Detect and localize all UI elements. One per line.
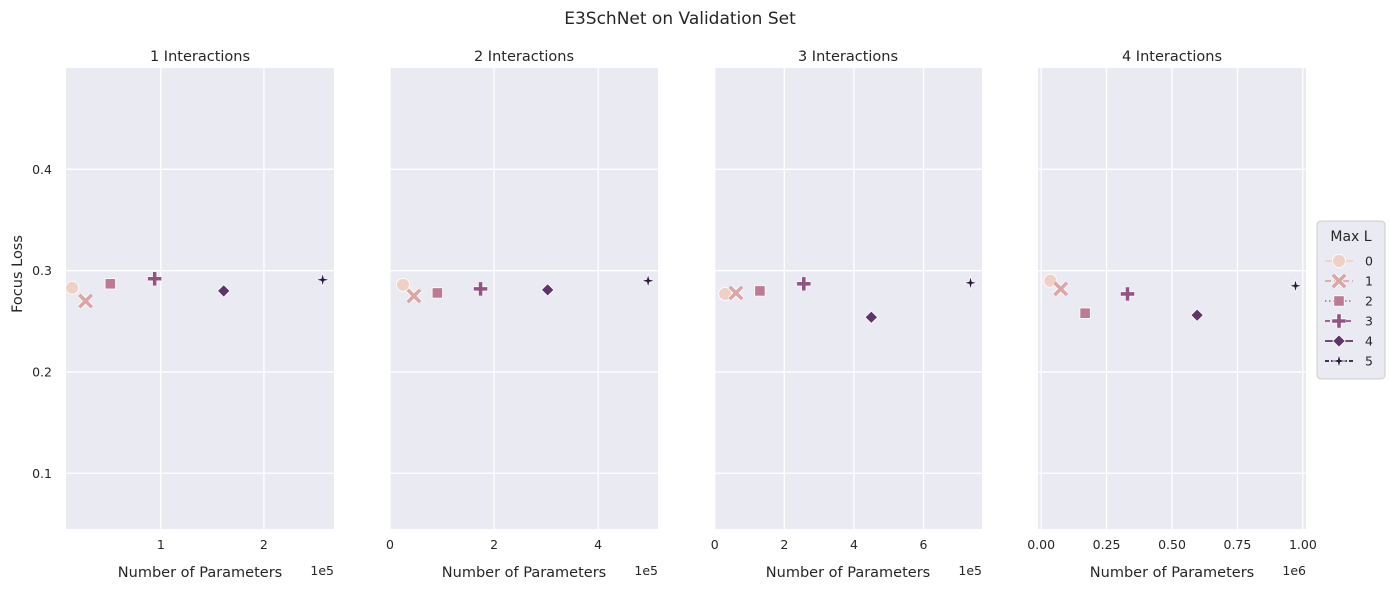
data-point-l2 <box>754 285 766 297</box>
plot-background <box>66 68 334 529</box>
data-point-l5 <box>962 275 979 291</box>
legend-label: 5 <box>1365 354 1373 369</box>
x-tick-label: 1.00 <box>1289 537 1317 552</box>
data-point-l2 <box>104 278 116 290</box>
panel-4: 0.00 0.25 0.50 0.75 1.00 4 Interactions Number… <box>1027 49 1317 581</box>
x-tick-label: 0 <box>711 537 719 552</box>
data-point-l4 <box>1190 308 1204 322</box>
data-point-l4 <box>540 283 555 297</box>
data-point-l1 <box>77 292 94 310</box>
legend-label: 4 <box>1365 334 1373 349</box>
x-tick-label: 4 <box>850 537 858 552</box>
panel-2: 0 2 4 2 Interactions Number of Parameters 1e5 <box>386 49 658 581</box>
panel-title: 4 Interactions <box>1122 49 1222 65</box>
x-tick-label: 1 <box>157 537 165 552</box>
x-tick-label: 2 <box>490 537 498 552</box>
legend-entry-5: 5 <box>1325 353 1373 369</box>
y-axis-label: Focus Loss <box>10 235 26 313</box>
data-point-l4 <box>216 284 231 298</box>
x-offset-text: 1e5 <box>634 563 658 578</box>
chart-title: E3SchNet on Validation Set <box>564 9 796 29</box>
plot-background <box>390 68 658 529</box>
x-tick-label: 0.50 <box>1158 537 1186 552</box>
legend-marker <box>1331 353 1347 369</box>
x-tick-label: 0.25 <box>1093 537 1121 552</box>
legend: Max L 0 1 2 3 4 5 <box>1316 220 1386 380</box>
x-offset-text: 1e5 <box>310 563 334 578</box>
y-tick-label: 0.1 <box>32 466 52 481</box>
legend-label: 3 <box>1365 314 1373 329</box>
legend-marker <box>1330 272 1348 290</box>
data-point-l5 <box>315 272 331 288</box>
data-point-l5 <box>640 273 656 289</box>
data-point-l3 <box>473 282 488 296</box>
legend-marker <box>1332 314 1346 328</box>
legend-marker <box>1333 295 1345 307</box>
x-axis-label: Number of Parameters <box>1090 565 1254 581</box>
y-tick-label: 0.2 <box>32 364 52 379</box>
panels: 1 2 0.1 0.2 0.3 0.4 1 Interactions Number of Pa… <box>32 49 1317 581</box>
data-point-l5 <box>1287 278 1304 294</box>
x-tick-label: 2 <box>780 537 788 552</box>
x-offset-text: 1e5 <box>958 563 982 578</box>
data-point-l3 <box>147 272 162 286</box>
data-point-l1 <box>1052 280 1069 297</box>
legend-entry-2: 2 <box>1325 294 1373 309</box>
x-tick-label: 2 <box>260 537 268 552</box>
data-point-l2 <box>431 287 443 299</box>
legend-entry-0: 0 <box>1325 254 1373 269</box>
legend-entry-3: 3 <box>1325 314 1373 329</box>
legend-label: 1 <box>1365 274 1373 289</box>
legend-entry-1: 1 <box>1325 272 1373 290</box>
y-tick-label: 0.4 <box>32 162 52 177</box>
legend-marker <box>1332 254 1346 268</box>
plot-background <box>714 68 982 529</box>
x-tick-label: 4 <box>594 537 602 552</box>
x-tick-label: 6 <box>920 537 928 552</box>
legend-entry-4: 4 <box>1325 334 1373 349</box>
x-offset-text: 1e6 <box>1282 563 1306 578</box>
data-point-l3 <box>1120 287 1135 301</box>
panel-title: 2 Interactions <box>474 49 574 65</box>
data-point-l1 <box>727 284 744 301</box>
data-point-l3 <box>797 277 811 291</box>
data-point-l2 <box>1079 307 1091 319</box>
data-point-l0 <box>396 277 410 292</box>
data-point-l4 <box>864 310 879 325</box>
data-point-l0 <box>65 280 80 295</box>
x-tick-label: 0.75 <box>1224 537 1252 552</box>
x-axis-label: Number of Parameters <box>442 565 606 581</box>
legend-marker <box>1332 334 1346 348</box>
x-axis-label: Number of Parameters <box>118 565 282 581</box>
legend-title: Max L <box>1330 229 1371 245</box>
y-tick-label: 0.3 <box>32 263 52 278</box>
panel-title: 1 Interactions <box>150 49 250 65</box>
legend-label: 2 <box>1365 294 1373 309</box>
panel-3: 0 2 4 6 3 Interactions Number of Parameters 1e… <box>711 49 982 581</box>
data-point-l1 <box>405 287 422 305</box>
x-tick-label: 0.00 <box>1027 537 1055 552</box>
x-tick-label: 0 <box>386 537 394 552</box>
panel-title: 3 Interactions <box>798 49 898 65</box>
legend-label: 0 <box>1365 254 1373 269</box>
x-axis-label: Number of Parameters <box>766 565 930 581</box>
panel-1: 1 2 0.1 0.2 0.3 0.4 1 Interactions Number of Pa… <box>32 49 334 581</box>
